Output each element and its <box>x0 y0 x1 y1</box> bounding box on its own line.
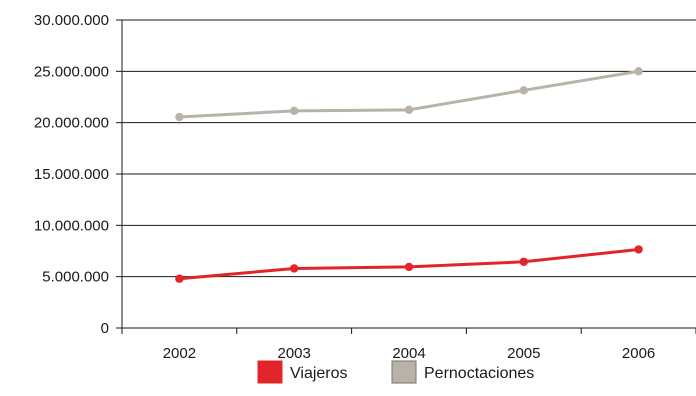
y-tick-label: 25.000.000 <box>34 63 109 80</box>
y-tick-label: 0 <box>101 320 109 337</box>
legend: Viajeros Pernoctaciones <box>257 360 534 384</box>
legend-swatch-viajeros <box>257 360 283 384</box>
data-point-pernoctaciones <box>634 67 643 76</box>
y-tick-label: 10.000.000 <box>34 217 109 234</box>
series-group <box>175 67 643 283</box>
data-point-viajeros <box>290 264 299 273</box>
legend-swatch-pernoctaciones <box>391 360 417 384</box>
data-point-viajeros <box>175 274 184 283</box>
data-point-viajeros <box>519 257 528 266</box>
y-tick-label: 20.000.000 <box>34 115 109 132</box>
legend-label-viajeros: Viajeros <box>290 365 348 382</box>
x-tick-label: 2004 <box>392 345 425 362</box>
x-tick-label: 2006 <box>622 345 655 362</box>
x-tick-label: 2002 <box>163 345 196 362</box>
data-point-viajeros <box>634 245 643 254</box>
data-point-pernoctaciones <box>519 86 528 95</box>
x-tick-labels: 2002 2003 2004 2005 2006 <box>163 345 656 362</box>
x-tick-label: 2005 <box>507 345 540 362</box>
y-tick-labels: 0 5.000.000 10.000.000 15.000.000 20.000.000… <box>34 12 109 337</box>
data-point-pernoctaciones <box>290 106 299 116</box>
axes <box>116 19 696 334</box>
legend-label-pernoctaciones: Pernoctaciones <box>424 365 534 382</box>
y-tick-label: 5.000.000 <box>42 269 109 286</box>
data-point-viajeros <box>404 262 414 272</box>
y-tick-label: 15.000.000 <box>34 166 109 183</box>
y-tick-label: 30.000.000 <box>34 12 109 29</box>
data-point-pernoctaciones <box>404 105 414 115</box>
x-tick-label: 2003 <box>278 345 311 362</box>
data-point-pernoctaciones <box>175 112 184 122</box>
grid-lines <box>122 19 696 278</box>
